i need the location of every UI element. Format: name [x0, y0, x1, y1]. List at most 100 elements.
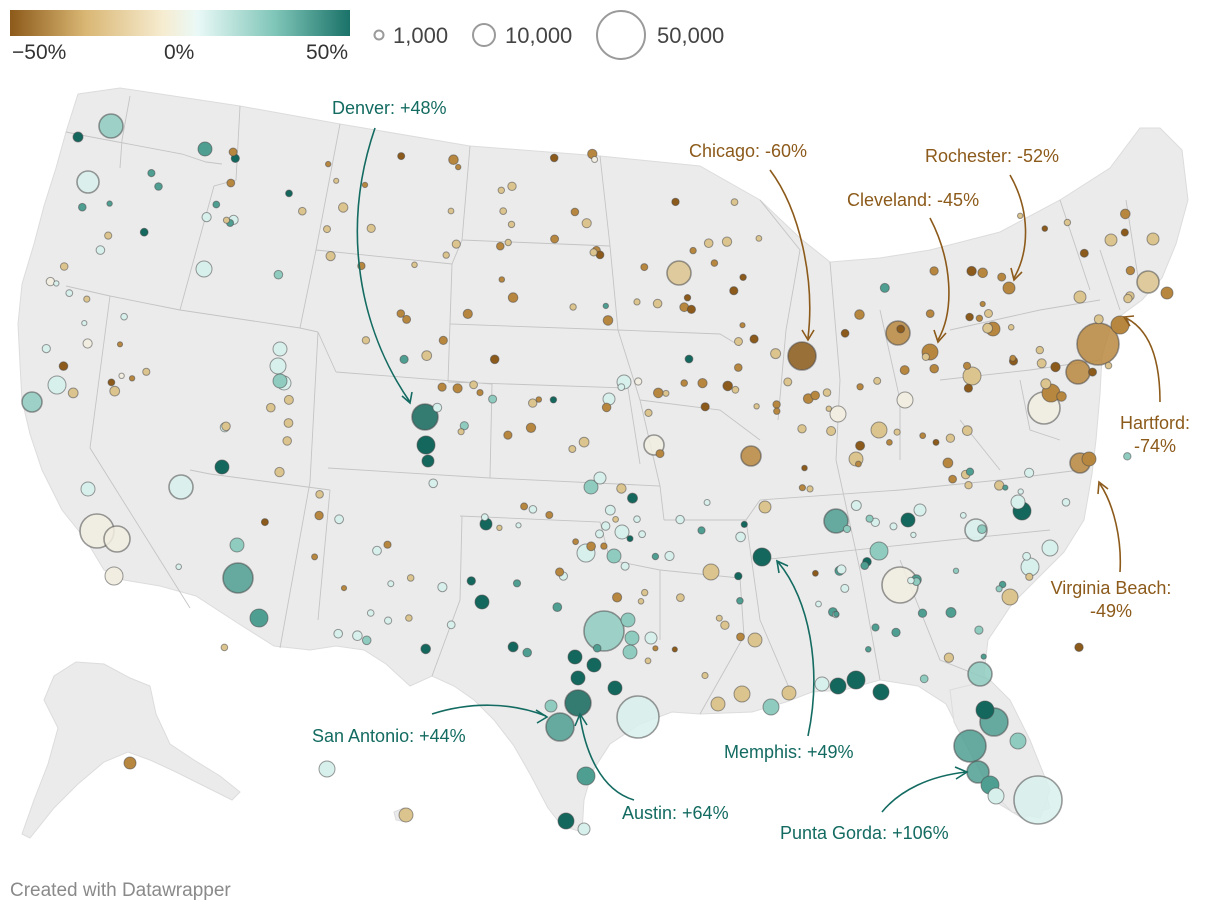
- city-bubble: [41, 344, 51, 354]
- city-bubble: [229, 537, 245, 553]
- city-bubble: [755, 235, 763, 242]
- city-bubble: [58, 361, 69, 371]
- city-bubble: [222, 216, 231, 224]
- city-bubble: [197, 141, 213, 157]
- city-bubble: [825, 405, 832, 412]
- city-bubble: [885, 320, 911, 346]
- city-bubble: [201, 212, 212, 223]
- city-bubble: [333, 177, 340, 184]
- city-bubble: [850, 500, 862, 511]
- city-bubble: [1104, 233, 1118, 247]
- city-bubble: [702, 563, 720, 581]
- city-bubble: [570, 670, 586, 686]
- city-bubble: [676, 593, 685, 602]
- city-bubble: [633, 515, 641, 524]
- city-bubble: [873, 376, 882, 385]
- city-bubble: [384, 616, 393, 625]
- city-bubble: [496, 524, 503, 531]
- city-bubble: [829, 677, 847, 695]
- city-bubble: [651, 552, 660, 561]
- punta-gorda-arrowhead: [954, 766, 969, 780]
- city-bubble: [703, 238, 714, 248]
- city-bubble: [116, 341, 124, 348]
- city-bubble: [977, 524, 987, 534]
- city-bubble: [411, 403, 439, 431]
- city-bubble: [476, 389, 484, 397]
- city-bubble: [689, 246, 697, 255]
- city-bubble: [47, 375, 67, 395]
- city-bubble: [503, 430, 513, 440]
- city-bubble: [497, 186, 505, 195]
- city-bubble: [652, 298, 663, 309]
- city-bubble: [720, 620, 730, 630]
- size-swatch-large: [596, 10, 646, 60]
- city-bubble: [274, 466, 285, 478]
- city-bubble: [747, 632, 763, 648]
- city-bubble: [975, 314, 984, 322]
- city-bubble: [226, 178, 236, 188]
- city-bubble: [498, 276, 506, 283]
- city-bubble: [1025, 572, 1034, 581]
- city-bubble: [98, 113, 124, 139]
- datawrapper-credit[interactable]: Created with Datawrapper: [10, 880, 231, 901]
- city-bubble: [975, 700, 995, 720]
- city-bubble: [664, 550, 675, 562]
- city-bubble: [730, 198, 739, 207]
- city-bubble: [522, 647, 533, 658]
- city-bubble: [315, 490, 324, 499]
- city-bubble: [545, 511, 554, 519]
- city-bubble: [1160, 286, 1174, 300]
- city-bubble: [564, 689, 592, 717]
- city-bubble: [953, 729, 987, 763]
- city-bubble: [285, 189, 293, 198]
- city-bubble: [855, 460, 862, 468]
- color-tick-max: 50%: [306, 41, 348, 64]
- city-bubble: [886, 439, 893, 446]
- city-bubble: [870, 421, 888, 439]
- city-bubble: [397, 152, 406, 161]
- size-legend: 1,000 10,000 50,000: [373, 10, 724, 60]
- city-bubble: [1036, 358, 1047, 369]
- city-bubble: [525, 422, 537, 433]
- city-bubble: [683, 294, 692, 302]
- city-bubble: [512, 579, 522, 588]
- city-bubble: [504, 238, 512, 247]
- city-bubble: [612, 592, 623, 603]
- city-bubble: [671, 646, 678, 653]
- city-bubble: [962, 361, 972, 370]
- city-bubble: [1061, 498, 1071, 507]
- city-bubble: [109, 385, 121, 397]
- city-bubble: [606, 548, 622, 564]
- city-bubble: [871, 623, 880, 632]
- city-bubble: [175, 563, 182, 571]
- punta-gorda-arrow: [881, 771, 967, 813]
- city-bubble: [1002, 484, 1009, 491]
- city-bubble: [318, 760, 336, 778]
- city-bubble: [736, 597, 744, 605]
- city-bubble: [406, 574, 415, 582]
- annotation-cleveland: Cleveland: -45%: [847, 190, 979, 210]
- city-bubble: [147, 169, 156, 178]
- city-bubble: [567, 649, 583, 665]
- color-scale-bar: [10, 10, 350, 36]
- city-bubble: [1017, 488, 1024, 495]
- city-bubble: [731, 385, 740, 394]
- city-bubble: [515, 522, 522, 529]
- city-bubble: [1022, 551, 1031, 561]
- denver-arrowhead: [401, 391, 413, 405]
- city-bubble: [273, 269, 284, 280]
- city-bubble: [272, 341, 288, 357]
- city-bubble: [910, 531, 917, 539]
- city-bubble: [601, 521, 611, 531]
- city-bubble: [1017, 212, 1024, 220]
- city-bubble: [67, 387, 79, 399]
- city-bubble: [634, 377, 643, 386]
- city-bubble: [616, 483, 627, 494]
- city-bubble: [814, 676, 830, 692]
- city-bubble: [457, 428, 465, 436]
- city-bubble: [1093, 314, 1104, 325]
- city-bubble: [338, 202, 349, 213]
- city-bubble: [107, 378, 116, 387]
- city-bubble: [740, 520, 748, 529]
